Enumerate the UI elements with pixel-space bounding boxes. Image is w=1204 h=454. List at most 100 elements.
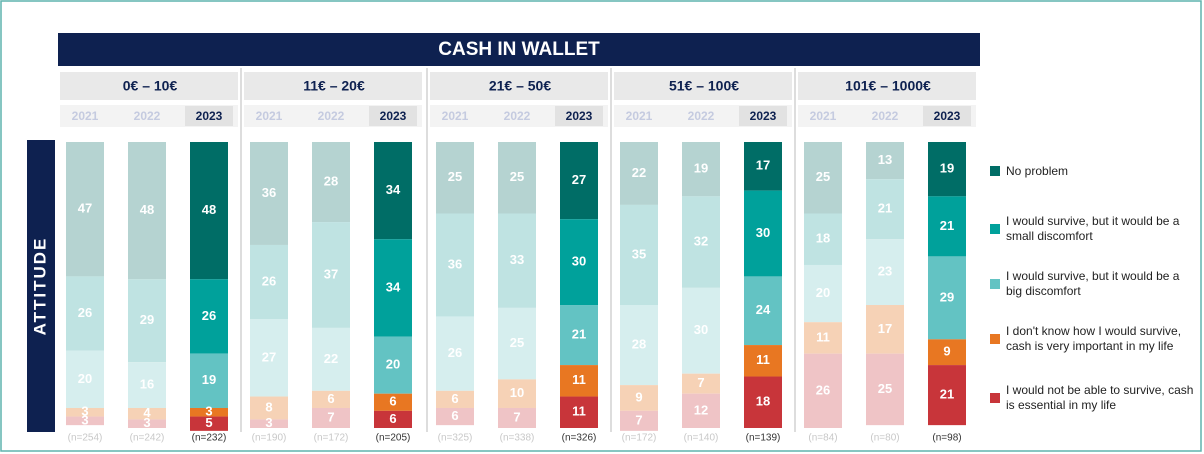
- year-label: 2022: [872, 109, 899, 123]
- value-label: 21: [572, 326, 586, 341]
- value-label: 20: [78, 371, 92, 386]
- bar-segment: [744, 376, 782, 428]
- legend-label: I would survive, but it would be a small…: [1006, 214, 1180, 243]
- bar-segment: [190, 142, 228, 280]
- value-label: 21: [940, 218, 954, 233]
- value-label: 37: [324, 266, 338, 281]
- bar-segment: [250, 244, 288, 320]
- n-label: (n=84): [808, 433, 837, 444]
- value-label: 6: [389, 394, 396, 409]
- n-label: (n=98): [932, 433, 961, 444]
- value-label: 13: [878, 152, 892, 167]
- bar-segment: [66, 142, 104, 277]
- bar-segment: [250, 419, 288, 428]
- bar-segment: [436, 142, 474, 214]
- bar-segment: [128, 142, 166, 280]
- value-label: 29: [140, 312, 154, 327]
- bar-segment: [374, 142, 412, 240]
- chart-title: CASH IN WALLET: [438, 39, 600, 60]
- group-label: 101€ – 1000€: [845, 78, 931, 94]
- value-label: 3: [143, 415, 150, 430]
- bar-segment: [66, 276, 104, 351]
- bar-segment: [928, 196, 966, 257]
- value-label: 6: [327, 391, 334, 406]
- legend-swatch: [990, 334, 1000, 344]
- bar-segment: [66, 407, 104, 417]
- year-box: [739, 106, 787, 126]
- year-box: [923, 106, 971, 126]
- legend-swatch: [990, 393, 1000, 403]
- bar-segment: [804, 322, 842, 354]
- year-label: 2023: [380, 109, 407, 123]
- n-label: (n=172): [622, 433, 657, 444]
- bar-segment: [682, 287, 720, 374]
- value-label: 28: [632, 336, 646, 351]
- value-label: 36: [448, 256, 462, 271]
- bar-segment: [928, 339, 966, 366]
- bar-segment: [128, 407, 166, 420]
- year-label: 2023: [934, 109, 961, 123]
- ylabel-bar: [27, 140, 55, 432]
- bar-segment: [128, 362, 166, 408]
- value-label: 24: [756, 302, 771, 317]
- n-label: (n=338): [500, 433, 535, 444]
- value-label: 18: [756, 394, 770, 409]
- value-label: 22: [632, 165, 646, 180]
- value-label: 12: [694, 402, 708, 417]
- value-label: 23: [878, 264, 892, 279]
- value-label: 25: [878, 381, 892, 396]
- value-label: 30: [694, 322, 708, 337]
- year-box: [555, 106, 603, 126]
- value-label: 11: [756, 352, 770, 367]
- group-label: 21€ – 50€: [489, 78, 551, 94]
- bar-segment: [374, 336, 412, 394]
- value-label: 3: [81, 412, 88, 427]
- legend-swatch: [990, 224, 1000, 234]
- bar-segment: [804, 142, 842, 214]
- bar-segment: [436, 407, 474, 426]
- value-label: 7: [635, 412, 642, 427]
- value-label: 26: [202, 308, 216, 323]
- n-label: (n=172): [314, 433, 349, 444]
- bar-segment: [620, 142, 658, 205]
- group-label: 0€ – 10€: [123, 78, 178, 94]
- legend-label: No problem: [1006, 163, 1069, 178]
- group-header: [798, 72, 976, 100]
- bar-segment: [928, 142, 966, 197]
- bar-segment: [804, 353, 842, 428]
- bar-segment: [560, 396, 598, 428]
- n-label: (n=205): [376, 433, 411, 444]
- bar-segment: [866, 142, 904, 180]
- bar-segment: [190, 279, 228, 354]
- year-label: 2023: [750, 109, 777, 123]
- value-label: 7: [513, 409, 520, 424]
- bar-segment: [560, 365, 598, 397]
- bar-segment: [928, 256, 966, 340]
- bar-segment: [928, 365, 966, 426]
- bar-segment: [498, 213, 536, 308]
- bar-segment: [190, 416, 228, 431]
- value-label: 6: [451, 408, 458, 423]
- bar-segment: [744, 345, 782, 377]
- bar-segment: [682, 393, 720, 428]
- bar-segment: [312, 390, 350, 408]
- bar-segment: [866, 239, 904, 306]
- bar-segment: [250, 142, 288, 245]
- value-label: 16: [140, 377, 154, 392]
- year-label: 2022: [134, 109, 161, 123]
- year-label: 2021: [810, 109, 837, 123]
- group-header: [244, 72, 422, 100]
- bar-segment: [682, 373, 720, 394]
- y-axis-label: ATTITUDE: [30, 237, 49, 336]
- value-label: 3: [205, 404, 212, 419]
- value-label: 22: [324, 351, 338, 366]
- value-label: 25: [510, 335, 524, 350]
- value-label: 19: [202, 372, 216, 387]
- value-label: 4: [143, 405, 151, 420]
- value-label: 26: [448, 345, 462, 360]
- group-header: [430, 72, 608, 100]
- year-label: 2021: [442, 109, 469, 123]
- value-label: 10: [510, 385, 524, 400]
- bar-segment: [866, 305, 904, 354]
